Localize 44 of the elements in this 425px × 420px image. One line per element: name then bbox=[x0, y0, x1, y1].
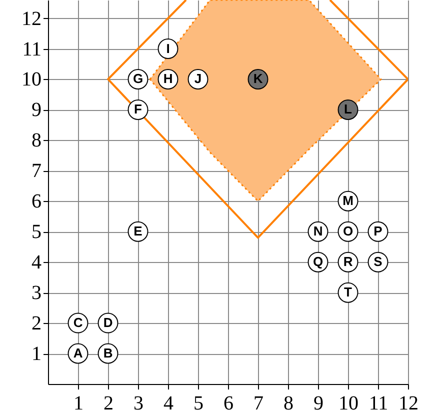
x-tick-label: 7 bbox=[254, 392, 264, 414]
x-tick-label: 1 bbox=[74, 392, 84, 414]
x-tick-label: 12 bbox=[398, 392, 418, 414]
x-tick-label: 2 bbox=[104, 392, 114, 414]
x-tick-label: 9 bbox=[314, 392, 324, 414]
annotation: B bbox=[103, 346, 113, 361]
y-tick-label: 11 bbox=[22, 38, 42, 60]
x-tick-label: 5 bbox=[194, 392, 204, 414]
x-tick-label: 3 bbox=[134, 392, 144, 414]
y-tick-label: 12 bbox=[22, 8, 42, 30]
y-tick-label: 9 bbox=[32, 99, 42, 122]
annotation: T bbox=[344, 284, 352, 300]
x-tick-label: 8 bbox=[284, 392, 294, 414]
annotation: N bbox=[313, 224, 323, 239]
y-tick-label: 1 bbox=[32, 343, 42, 366]
y-tick-label: 2 bbox=[32, 312, 42, 335]
annotation: R bbox=[343, 254, 354, 270]
annotation: A bbox=[73, 346, 84, 361]
y-tick-label: 8 bbox=[32, 130, 42, 152]
annotation: H bbox=[163, 71, 173, 86]
y-tick-label: 6 bbox=[32, 190, 42, 213]
annotation: O bbox=[342, 224, 354, 239]
y-tick-label: 4 bbox=[32, 252, 42, 274]
annotation: P bbox=[374, 224, 383, 239]
annotation: L bbox=[344, 102, 352, 117]
y-tick-label: 7 bbox=[32, 160, 42, 182]
y-tick-label: 5 bbox=[32, 221, 42, 244]
annotation: I bbox=[166, 40, 170, 56]
annotation: M bbox=[342, 193, 354, 208]
annotation: K bbox=[253, 71, 264, 86]
annotation: J bbox=[194, 71, 202, 86]
annotation: D bbox=[103, 315, 113, 330]
x-tick-label: 10 bbox=[338, 392, 358, 414]
y-tick-label: 10 bbox=[22, 68, 42, 91]
annotation: S bbox=[374, 254, 383, 270]
annotation: G bbox=[132, 71, 144, 86]
x-tick-label: 11 bbox=[368, 392, 388, 414]
annotation: E bbox=[134, 224, 143, 239]
annotation: F bbox=[134, 102, 142, 117]
x-tick-label: 4 bbox=[164, 392, 174, 414]
annotation: C bbox=[73, 315, 84, 330]
y-tick-label: 3 bbox=[32, 282, 42, 304]
annotation: Q bbox=[312, 254, 324, 270]
x-tick-label: 6 bbox=[224, 392, 234, 414]
